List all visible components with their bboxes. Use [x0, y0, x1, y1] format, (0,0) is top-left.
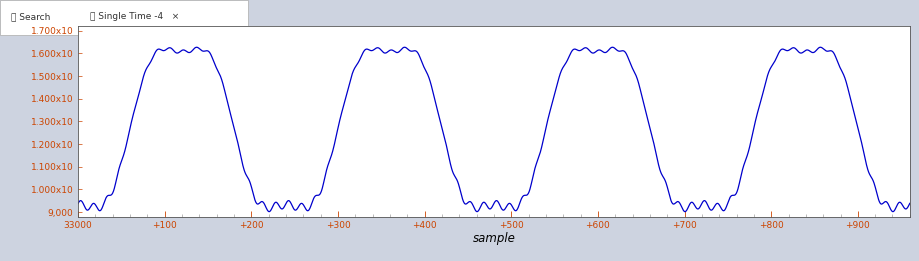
FancyBboxPatch shape	[0, 0, 248, 35]
Text: 🔍 Search: 🔍 Search	[11, 13, 51, 21]
Text: 📈 Single Time -4   ×: 📈 Single Time -4 ×	[90, 13, 179, 21]
X-axis label: sample: sample	[472, 232, 516, 245]
